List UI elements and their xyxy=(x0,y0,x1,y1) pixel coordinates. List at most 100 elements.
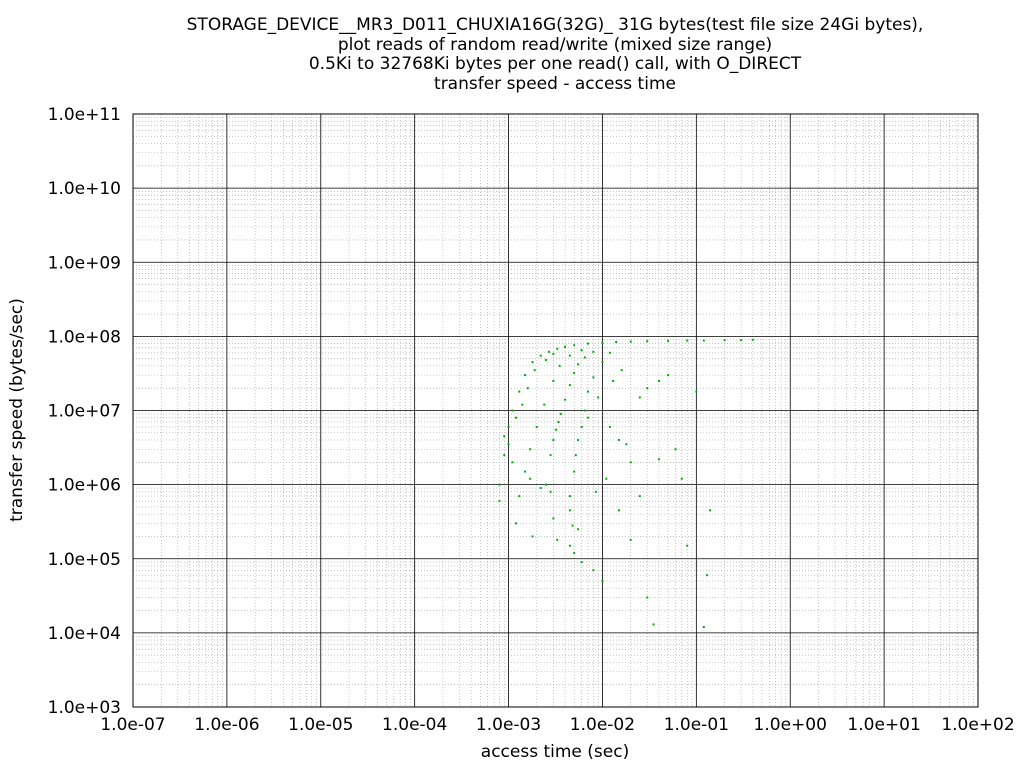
data-point xyxy=(533,369,536,372)
data-point xyxy=(498,483,501,486)
data-point xyxy=(548,350,551,353)
title-line-4: transfer speed - access time xyxy=(434,73,676,94)
data-point xyxy=(594,490,597,493)
data-point xyxy=(629,461,632,464)
data-point xyxy=(531,361,534,364)
data-point xyxy=(549,454,552,457)
x-tick-label: 1.0e-01 xyxy=(664,715,729,735)
data-point xyxy=(558,364,561,367)
y-axis-label: transfer speed (bytes/sec) xyxy=(7,298,27,522)
data-point xyxy=(657,458,660,461)
data-points xyxy=(498,338,754,629)
data-point xyxy=(586,342,589,345)
y-tick-labels: 1.0e+03 1.0e+04 1.0e+05 1.0e+06 1.0e+07 1.0e+… xyxy=(48,105,121,718)
data-point xyxy=(573,372,576,375)
data-point xyxy=(568,495,571,498)
data-point xyxy=(577,439,580,441)
data-point xyxy=(583,356,586,359)
x-tick-label: 1.0e-06 xyxy=(194,715,259,735)
data-point xyxy=(592,376,595,379)
data-point xyxy=(646,340,649,343)
x-tick-label: 1.0e-04 xyxy=(382,715,447,735)
data-point xyxy=(702,339,705,342)
data-point xyxy=(573,470,576,473)
x-tick-labels: 1.0e-07 1.0e-06 1.0e-05 1.0e-04 1.0e-03 1.0e-… xyxy=(100,715,1014,735)
data-point xyxy=(511,409,514,412)
data-point xyxy=(531,535,534,538)
data-point xyxy=(511,461,514,464)
data-point xyxy=(638,396,641,399)
data-point xyxy=(723,339,726,342)
data-point xyxy=(667,374,670,377)
data-point xyxy=(544,483,547,486)
y-tick-label: 1.0e+06 xyxy=(48,476,121,496)
data-point xyxy=(514,416,517,419)
data-point xyxy=(503,454,506,457)
data-point xyxy=(498,500,501,503)
title-line-2: plot reads of random read/write (mixed s… xyxy=(337,34,773,55)
data-point xyxy=(586,390,589,393)
data-point xyxy=(597,396,600,399)
data-point xyxy=(529,477,532,480)
x-axis-label: access time (sec) xyxy=(481,742,629,762)
data-point xyxy=(646,596,649,599)
data-point xyxy=(574,454,577,457)
data-point xyxy=(529,448,532,451)
data-point xyxy=(568,384,571,387)
data-point xyxy=(657,380,660,382)
data-point xyxy=(503,435,506,438)
data-point xyxy=(571,524,574,527)
x-tick-label: 1.0e-05 xyxy=(288,715,353,735)
data-point xyxy=(592,350,595,353)
data-point xyxy=(629,340,632,343)
data-point xyxy=(601,580,604,583)
data-point xyxy=(608,351,611,354)
data-point xyxy=(518,390,521,393)
data-point xyxy=(552,517,555,520)
data-point xyxy=(556,347,559,350)
data-point xyxy=(706,574,709,577)
data-point xyxy=(617,509,620,512)
data-point xyxy=(554,428,557,431)
data-point xyxy=(612,380,615,382)
data-point xyxy=(544,359,547,361)
title-line-1: STORAGE_DEVICE__MR3_D011_CHUXIA16G(32G)_… xyxy=(186,15,924,35)
data-point xyxy=(625,443,628,446)
data-point xyxy=(564,345,567,348)
data-point xyxy=(518,495,521,498)
data-point xyxy=(615,340,618,343)
data-point xyxy=(507,425,510,428)
data-point xyxy=(577,363,580,366)
data-point xyxy=(568,509,571,512)
data-point xyxy=(526,387,529,390)
plot-border xyxy=(132,113,979,708)
data-point xyxy=(740,339,743,342)
y-tick-label: 1.0e+11 xyxy=(48,105,121,125)
data-point xyxy=(524,374,527,377)
data-point xyxy=(573,551,576,554)
x-tick-label: 1.0e-03 xyxy=(476,715,541,735)
x-tick-label: 1.0e-02 xyxy=(570,715,635,735)
data-point xyxy=(608,425,611,428)
data-point xyxy=(601,361,604,364)
data-point xyxy=(521,403,524,406)
data-point xyxy=(580,561,583,564)
data-point xyxy=(709,509,712,512)
data-point xyxy=(686,339,689,342)
data-point xyxy=(686,544,689,547)
data-point xyxy=(568,354,571,357)
title-line-3: 0.5Ki to 32768Ki bytes per one read() ca… xyxy=(308,54,802,74)
y-tick-label: 1.0e+09 xyxy=(48,253,121,273)
data-point xyxy=(580,425,583,428)
major-grid xyxy=(132,113,979,708)
data-point xyxy=(751,338,754,341)
data-point xyxy=(646,387,649,390)
data-point xyxy=(577,528,580,531)
data-point xyxy=(549,490,552,493)
data-point xyxy=(580,349,583,352)
data-point xyxy=(652,623,655,626)
data-point xyxy=(573,344,576,347)
data-point xyxy=(568,544,571,547)
data-point xyxy=(695,390,698,393)
